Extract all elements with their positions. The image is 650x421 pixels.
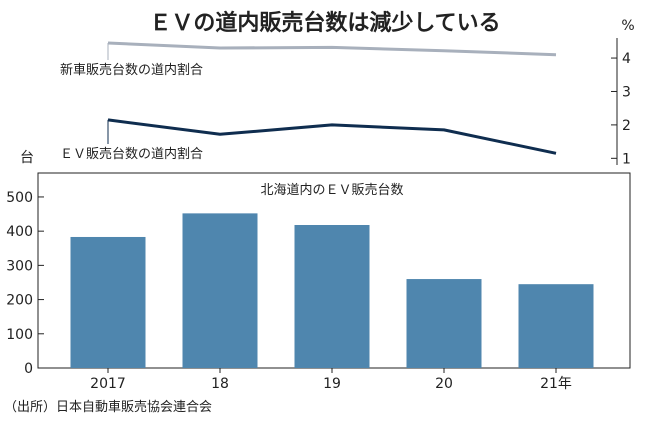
bar-y-tick-label: 300	[6, 258, 33, 274]
series-label-ev-share: ＥＶ販売台数の道内割合	[60, 146, 203, 162]
bar-y-tick-label: 500	[6, 190, 33, 206]
unit-label-dai: 台	[20, 150, 34, 166]
series-label-new-car-share: 新車販売台数の道内割合	[60, 62, 203, 78]
x-tick-label: 2017	[90, 376, 126, 392]
bar	[518, 284, 594, 368]
percent-unit-label: %	[621, 18, 634, 34]
bar-y-tick-label: 100	[6, 327, 33, 343]
bar	[182, 213, 258, 368]
x-tick-label: 21年	[540, 376, 572, 392]
bar-chart-y-ticks: 0 100 200 300 400 500	[6, 190, 44, 377]
chart-title: ＥＶの道内販売台数は減少している	[149, 10, 500, 36]
bar	[406, 279, 482, 368]
line-y-tick-label: 4	[622, 51, 631, 67]
bar	[294, 225, 370, 368]
line-y-tick-label: 2	[622, 118, 631, 134]
bar-chart-title: 北海道内のＥＶ販売台数	[260, 182, 403, 198]
x-tick-label: 20	[435, 376, 453, 392]
x-tick-label: 18	[211, 376, 229, 392]
line-y-tick-label: 3	[622, 84, 631, 100]
line-y-tick-label: 1	[622, 151, 631, 167]
source-note: （出所）日本自動車販売協会連合会	[4, 399, 212, 415]
line-chart-series	[107, 41, 557, 155]
bar	[70, 236, 146, 368]
bar-y-tick-label: 200	[6, 293, 33, 309]
x-axis-ticks: 2017 18 19 20 21年	[90, 368, 572, 392]
line-chart-y-ticks: 1 2 3 4	[611, 51, 631, 167]
bar-chart-bars	[70, 213, 594, 368]
bar-y-tick-label: 0	[24, 361, 33, 377]
x-tick-label: 19	[323, 376, 341, 392]
new-car-share-line	[107, 41, 557, 57]
bar-y-tick-label: 400	[6, 224, 33, 240]
